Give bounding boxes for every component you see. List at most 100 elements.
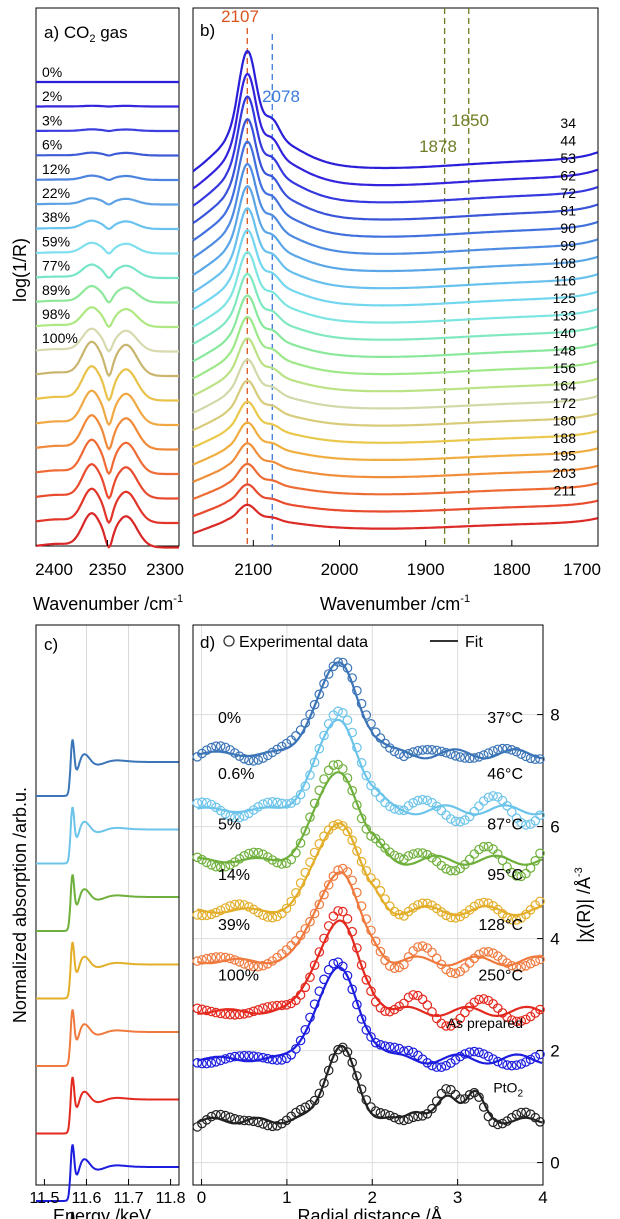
panel-d-exp-point: [342, 1047, 353, 1057]
panel-c-y-label: Normalized absorption /arb.u.: [10, 787, 30, 1023]
panel-d-exp-point: [445, 1021, 456, 1031]
panel-d-exp-point: [488, 746, 498, 756]
panel-b-series-label: 211: [554, 483, 577, 499]
panel-d-exp-point: [347, 835, 357, 846]
panel-c-spectrum: [36, 941, 179, 1000]
panel-d-exp-point: [478, 994, 489, 1004]
panel-d-exp-point: [408, 1047, 418, 1058]
panel-c-spectrum: [36, 739, 179, 797]
panel-d-fit-lines: [196, 661, 543, 1125]
panel-d-exp-point: [450, 968, 461, 979]
panel-d-exp-point: [445, 967, 456, 978]
panel-d-exp-point: [413, 848, 423, 858]
panel-a-x-tick-label: 2300: [146, 560, 184, 579]
panel-d-exp-point: [441, 1021, 451, 1031]
panel-d-exp-point: [361, 770, 372, 781]
panel-a-spectrum: [35, 263, 179, 280]
panel-d-title: d): [200, 633, 215, 652]
panel-d-exafs: 0% 37°C 0.6% 46°C 5% 87°C 14% 95°C 39% 128°C 100% 2…: [192, 624, 594, 1219]
panel-b-series-label: 44: [560, 133, 576, 149]
panel-d-exp-point: [389, 1042, 400, 1053]
panel-b-spectrum: [192, 358, 598, 414]
panel-d-exp-point: [516, 817, 526, 828]
panel-d-exp-point: [408, 849, 418, 859]
panel-b-spectrum: [192, 272, 598, 345]
panel-d-exp-point: [464, 1047, 475, 1057]
panel-a-y-label: log(1/R): [10, 238, 30, 302]
panel-d-exp-point: [521, 1057, 531, 1067]
panel-d-x-tick-label: 4: [538, 1188, 547, 1207]
panel-a-spectrum: [36, 104, 179, 108]
panel-b-peak-label: 2078: [262, 87, 300, 106]
panel-d-exp-point: [206, 1111, 217, 1122]
panel-d-exp-point: [356, 901, 367, 911]
panel-c-spectrum: [36, 1144, 179, 1202]
panel-d-fit-line: [197, 661, 543, 760]
panel-d-x-label: Radial distance /Å: [297, 1206, 442, 1219]
panel-d-exp-point: [469, 806, 480, 817]
panel-b-x-tick-label: 2100: [234, 560, 272, 579]
legend-label-experimental: Experimental data: [239, 634, 368, 651]
panel-b-peak-label: 1878: [419, 137, 457, 156]
panel-d-exp-point: [234, 1115, 245, 1125]
panel-d-exp-point: [464, 958, 475, 968]
panel-a-x-label: Wavenumber /cm-1: [33, 593, 183, 614]
panel-d-exp-point: [535, 754, 545, 764]
panel-d-exp-point: [422, 1000, 433, 1010]
panel-d-exp-point: [244, 1051, 254, 1061]
panel-d-x-tick-label: 2: [368, 1188, 377, 1207]
panel-d-y-tick-label: 6: [550, 818, 559, 837]
panel-b-series-label: 116: [554, 273, 577, 289]
panel-d-exp-point: [389, 963, 400, 973]
panel-d-exp-point: [215, 862, 226, 873]
panel-b-spectrum: [192, 379, 598, 432]
panel-d-exp-point: [530, 815, 541, 826]
panel-d-exp-point: [521, 868, 531, 879]
panel-d-exp-point: [309, 908, 320, 919]
panel-d-exp-point: [267, 796, 278, 807]
panel-d-exp-point: [403, 748, 414, 759]
panel-d-exp-point: [502, 958, 512, 968]
panel-d-exp-point: [328, 871, 339, 881]
panel-d-exp-point: [469, 849, 480, 859]
panel-d-exp-point: [441, 863, 451, 874]
panel-c-x-tick-label: 11.5: [29, 1190, 59, 1207]
panel-d-fit-line: [196, 1044, 543, 1125]
panel-d-exp-point: [394, 962, 404, 973]
panel-d-exp-point: [516, 962, 526, 972]
panel-d-exp-point: [455, 911, 465, 922]
panel-d-exp-point: [394, 1043, 404, 1054]
panel-d-right-label: 46°C: [487, 766, 523, 783]
panel-b-spectrum: [192, 462, 598, 501]
panel-b-title: b): [200, 21, 215, 40]
panel-d-exp-point: [483, 946, 494, 957]
panel-d-exp-point: [483, 1051, 494, 1062]
panel-d-exp-point: [403, 992, 414, 1003]
panel-d-exp-point: [211, 952, 221, 962]
panel-d-exp-point: [248, 756, 259, 766]
panel-d-exp-point: [201, 745, 212, 755]
panel-d-exp-point: [502, 862, 512, 872]
panel-d-exp-point: [206, 1058, 217, 1068]
panel-d-exp-point: [352, 846, 362, 856]
panel-b-series-label: 53: [560, 150, 576, 166]
panel-d-exp-point: [342, 913, 353, 924]
panel-d-exp-point: [413, 795, 423, 806]
panel-d-exp-point: [436, 1018, 447, 1029]
panel-b-peak-label: 2107: [221, 7, 259, 26]
panel-d-exp-point: [305, 916, 315, 927]
panel-d-right-label: 95°C: [487, 867, 523, 884]
panel-d-exp-point: [384, 1042, 395, 1052]
panel-b-series-label: 188: [553, 430, 577, 446]
panel-d-exp-point: [530, 754, 541, 764]
panel-d-exp-point: [328, 760, 339, 770]
panel-d-exp-point: [267, 912, 278, 923]
panel-d-exp-point: [492, 849, 503, 859]
panel-a-series-labels: 0% 2% 3% 6% 12% 22% 38% 59% 77% 89% 98% 100%: [42, 64, 78, 346]
panel-d-exp-point: [516, 1016, 526, 1026]
panel-d-exp-point: [197, 955, 207, 965]
panel-d-exp-point: [262, 1002, 273, 1012]
panel-d-exp-point: [328, 911, 339, 921]
